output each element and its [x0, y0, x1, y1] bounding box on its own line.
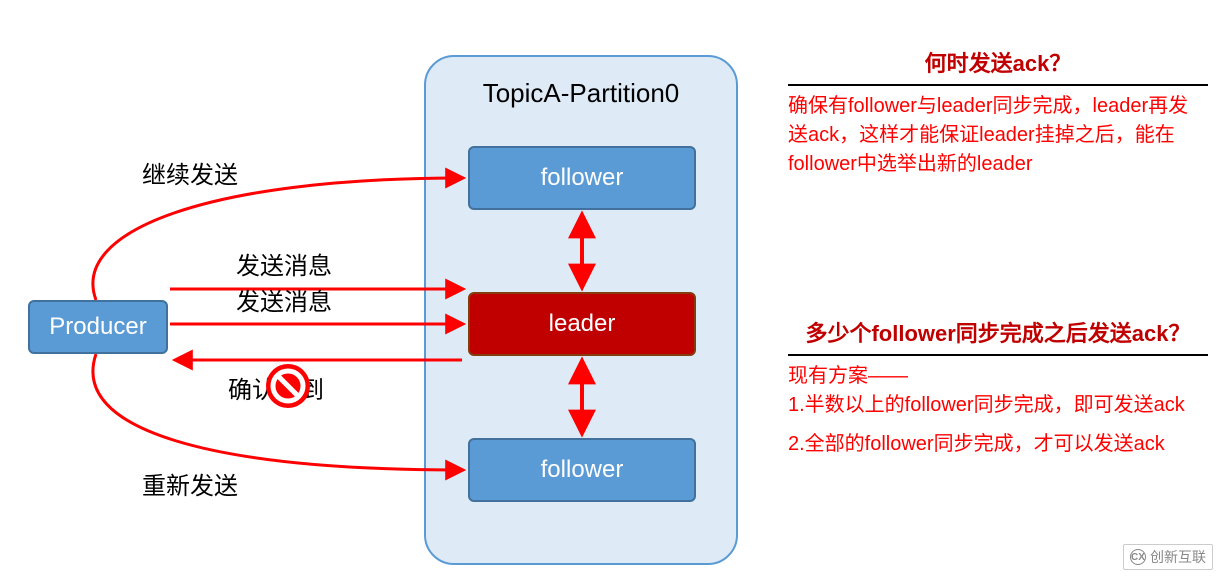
- question-2: 多少个follower同步完成之后发送ack？ 现有方案—— 1.半数以上的fo…: [788, 316, 1208, 459]
- q2-title: 多少个follower同步完成之后发送ack？: [788, 316, 1208, 352]
- label-send-msg-2: 发送消息: [236, 282, 332, 317]
- diagram-stage: TopicA-Partition0 Producer follower lead…: [0, 0, 1223, 576]
- partition-title: TopicA-Partition0: [424, 78, 738, 109]
- q2-line1: 现有方案——: [788, 362, 1208, 391]
- follower-bot-label: follower: [541, 456, 624, 484]
- q1-rule: [788, 84, 1208, 86]
- watermark: CX 创新互联: [1123, 544, 1213, 570]
- q2-line2: 1.半数以上的follower同步完成，即可发送ack: [788, 391, 1208, 420]
- label-confirm-recv: 确认收到: [228, 370, 324, 405]
- q1-title: 何时发送ack？: [788, 46, 1208, 82]
- q2-rule: [788, 354, 1208, 356]
- label-send-msg-1: 发送消息: [236, 246, 332, 281]
- q2-body: 现有方案—— 1.半数以上的follower同步完成，即可发送ack 2.全部的…: [788, 362, 1208, 459]
- watermark-text: 创新互联: [1150, 547, 1206, 567]
- follower-top-node: follower: [468, 146, 696, 210]
- follower-bot-node: follower: [468, 438, 696, 502]
- leader-label: leader: [549, 310, 616, 338]
- label-resend: 重新发送: [142, 466, 238, 501]
- leader-node: leader: [468, 292, 696, 356]
- q2-line3: 2.全部的follower同步完成，才可以发送ack: [788, 430, 1208, 459]
- producer-label: Producer: [49, 313, 146, 341]
- label-continue-send: 继续发送: [142, 155, 238, 190]
- follower-top-label: follower: [541, 164, 624, 192]
- watermark-icon: CX: [1130, 549, 1146, 565]
- question-1: 何时发送ack？ 确保有follower与leader同步完成，leader再发…: [788, 46, 1208, 179]
- producer-node: Producer: [28, 300, 168, 354]
- q1-body: 确保有follower与leader同步完成，leader再发送ack，这样才能…: [788, 92, 1208, 179]
